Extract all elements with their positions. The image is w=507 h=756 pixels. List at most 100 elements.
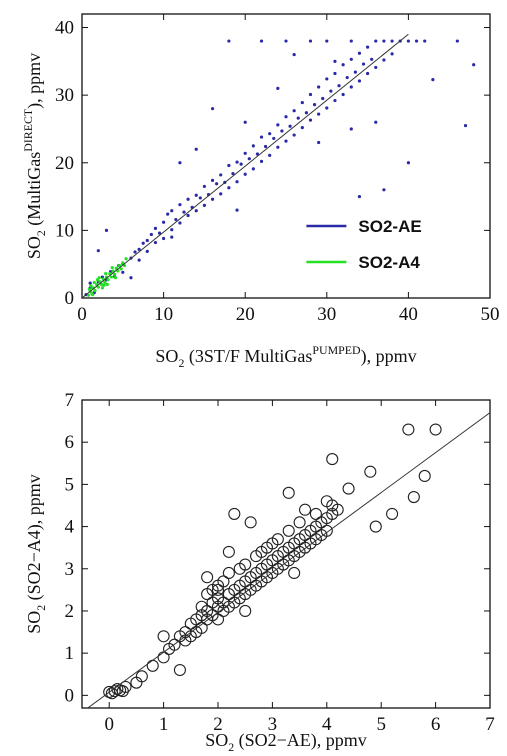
data-point <box>402 423 415 436</box>
data-point <box>157 231 162 235</box>
data-point <box>124 257 128 261</box>
data-point <box>178 221 182 225</box>
data-point <box>104 272 108 276</box>
data-point <box>386 507 399 520</box>
data-point <box>202 184 206 189</box>
axis-label-mid: (MultiGas <box>24 152 45 231</box>
axis-label-sup: PUMPED <box>312 343 361 357</box>
data-point <box>119 680 132 693</box>
plot-area <box>82 33 476 298</box>
data-point <box>157 630 170 643</box>
data-point <box>300 100 304 105</box>
data-point <box>129 276 133 280</box>
data-point <box>174 217 178 222</box>
axis-label-pre: SO <box>24 611 44 634</box>
data-point <box>259 135 264 139</box>
axis-label-mid: (SO2−AE), ppmv <box>234 730 367 751</box>
data-point <box>109 275 113 279</box>
data-point <box>293 516 306 529</box>
data-point <box>243 172 247 176</box>
data-point <box>96 285 100 289</box>
data-point <box>341 63 345 67</box>
y-tick-label: 5 <box>65 474 75 495</box>
data-point <box>170 209 174 213</box>
data-point <box>431 77 435 82</box>
data-point <box>361 62 366 66</box>
fit-line <box>82 33 409 298</box>
data-point <box>103 280 107 285</box>
data-point <box>320 524 333 537</box>
data-point <box>292 133 296 137</box>
data-point <box>333 71 337 76</box>
axis-label-sub: 2 <box>34 230 48 236</box>
y-axis-title: SO2 (MultiGasDIRECT), ppmv <box>21 53 48 259</box>
data-point <box>217 575 230 588</box>
data-point <box>357 194 362 199</box>
data-point <box>96 249 100 253</box>
axis-label-sub: 2 <box>178 356 184 370</box>
data-point <box>239 604 252 618</box>
y-tick-label: 10 <box>55 220 74 241</box>
data-point <box>276 145 280 149</box>
data-point <box>418 469 431 482</box>
data-point <box>91 293 95 297</box>
axis-label-pre: SO <box>24 236 44 259</box>
data-point <box>178 161 182 165</box>
data-point <box>298 503 312 516</box>
data-point <box>243 120 247 124</box>
x-tick-label: 10 <box>154 304 173 325</box>
data-point <box>210 178 215 182</box>
data-point <box>349 57 353 61</box>
data-point <box>309 507 322 520</box>
data-point <box>282 486 295 499</box>
axis-label-sub: 2 <box>228 740 234 754</box>
data-point <box>276 86 280 90</box>
data-point <box>325 39 329 43</box>
data-point <box>141 241 145 245</box>
data-point <box>304 111 308 115</box>
data-point <box>108 685 121 698</box>
data-point <box>227 39 231 43</box>
x-axis-title: SO2 (SO2−AE), ppmv <box>205 730 367 754</box>
data-point <box>349 39 353 43</box>
x-tick-label: 5 <box>376 714 386 735</box>
data-point <box>227 186 231 190</box>
axis-label-sup: DIRECT <box>21 108 35 152</box>
data-point <box>333 59 337 63</box>
data-point <box>121 270 125 274</box>
data-point <box>153 226 158 230</box>
data-point <box>162 236 166 241</box>
data-point <box>308 92 313 97</box>
data-point <box>210 107 215 111</box>
data-point <box>105 282 109 287</box>
data-point <box>219 192 223 196</box>
data-point <box>369 520 382 533</box>
data-point <box>414 39 419 43</box>
data-point <box>268 132 272 136</box>
data-point <box>243 151 247 155</box>
data-point <box>374 120 378 124</box>
data-point <box>119 267 123 271</box>
data-point <box>382 39 386 43</box>
axis-label-mid: (SO2−A4), ppmv <box>24 474 45 605</box>
data-point <box>284 115 288 119</box>
data-point <box>325 106 329 110</box>
data-point <box>472 63 476 67</box>
y-tick-label: 0 <box>65 685 75 706</box>
data-point <box>333 98 337 103</box>
x-tick-label: 1 <box>159 714 169 735</box>
data-point <box>235 208 239 212</box>
data-point <box>194 147 198 151</box>
y-tick-label: 3 <box>65 559 75 580</box>
data-point <box>308 118 313 122</box>
data-point <box>113 272 117 276</box>
data-point <box>137 247 141 251</box>
data-point <box>374 65 378 70</box>
axis-label-pre: SO <box>155 346 178 366</box>
data-point <box>288 124 292 128</box>
data-point <box>88 281 92 285</box>
fit-line <box>86 412 490 708</box>
data-point <box>102 283 106 287</box>
y-tick-label: 40 <box>55 18 74 39</box>
y-tick-label: 20 <box>55 153 74 174</box>
